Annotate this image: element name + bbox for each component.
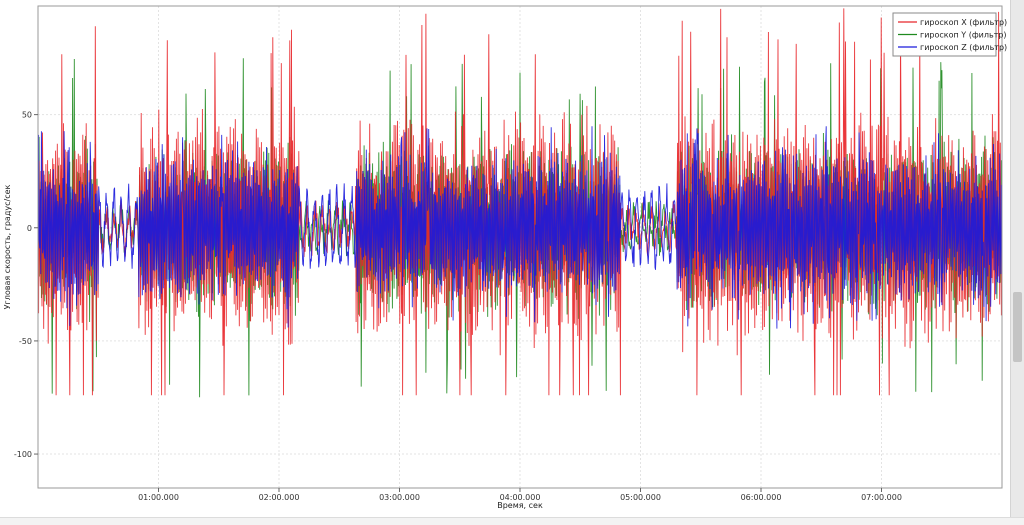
scrollbar-thumb[interactable] — [1013, 292, 1022, 362]
legend-label-x: гироскоп X (фильтр) — [920, 18, 1007, 27]
x-tick-label: 04:00.000 — [500, 493, 541, 502]
x-tick-label: 03:00.000 — [379, 493, 420, 502]
x-tick-label: 06:00.000 — [741, 493, 782, 502]
x-axis-ticks: 01:00.000 02:00.000 03:00.000 04:00.000 05:0… — [138, 488, 902, 502]
y-tick-label: 0 — [27, 224, 32, 233]
horizontal-scroll-track[interactable] — [0, 517, 1024, 525]
series-layer — [37, 8, 1003, 398]
vertical-scrollbar[interactable] — [1010, 0, 1024, 517]
y-tick-label: -50 — [19, 337, 32, 346]
x-tick-label: 07:00.000 — [861, 493, 902, 502]
series-line-z — [37, 126, 1003, 329]
x-tick-label: 05:00.000 — [620, 493, 661, 502]
x-tick-label: 01:00.000 — [138, 493, 179, 502]
y-tick-label: -100 — [14, 450, 32, 459]
y-axis-title: Угловая скорость, градус/сек — [3, 184, 12, 309]
x-axis-title: Время, сек — [497, 501, 543, 510]
x-tick-label: 02:00.000 — [259, 493, 300, 502]
plot-panel[interactable]: 01:00.000 02:00.000 03:00.000 04:00.000 05:0… — [0, 0, 1010, 517]
y-axis-ticks: 50 0 -50 -100 — [14, 111, 38, 459]
y-tick-label: 50 — [22, 111, 32, 120]
legend[interactable]: гироскоп X (фильтр) гироскоп Y (фильтр) … — [892, 12, 1007, 57]
legend-label-y: гироскоп Y (фильтр) — [920, 31, 1007, 40]
line-chart: 01:00.000 02:00.000 03:00.000 04:00.000 05:0… — [3, 5, 1007, 510]
legend-label-z: гироскоп Z (фильтр) — [920, 43, 1007, 52]
